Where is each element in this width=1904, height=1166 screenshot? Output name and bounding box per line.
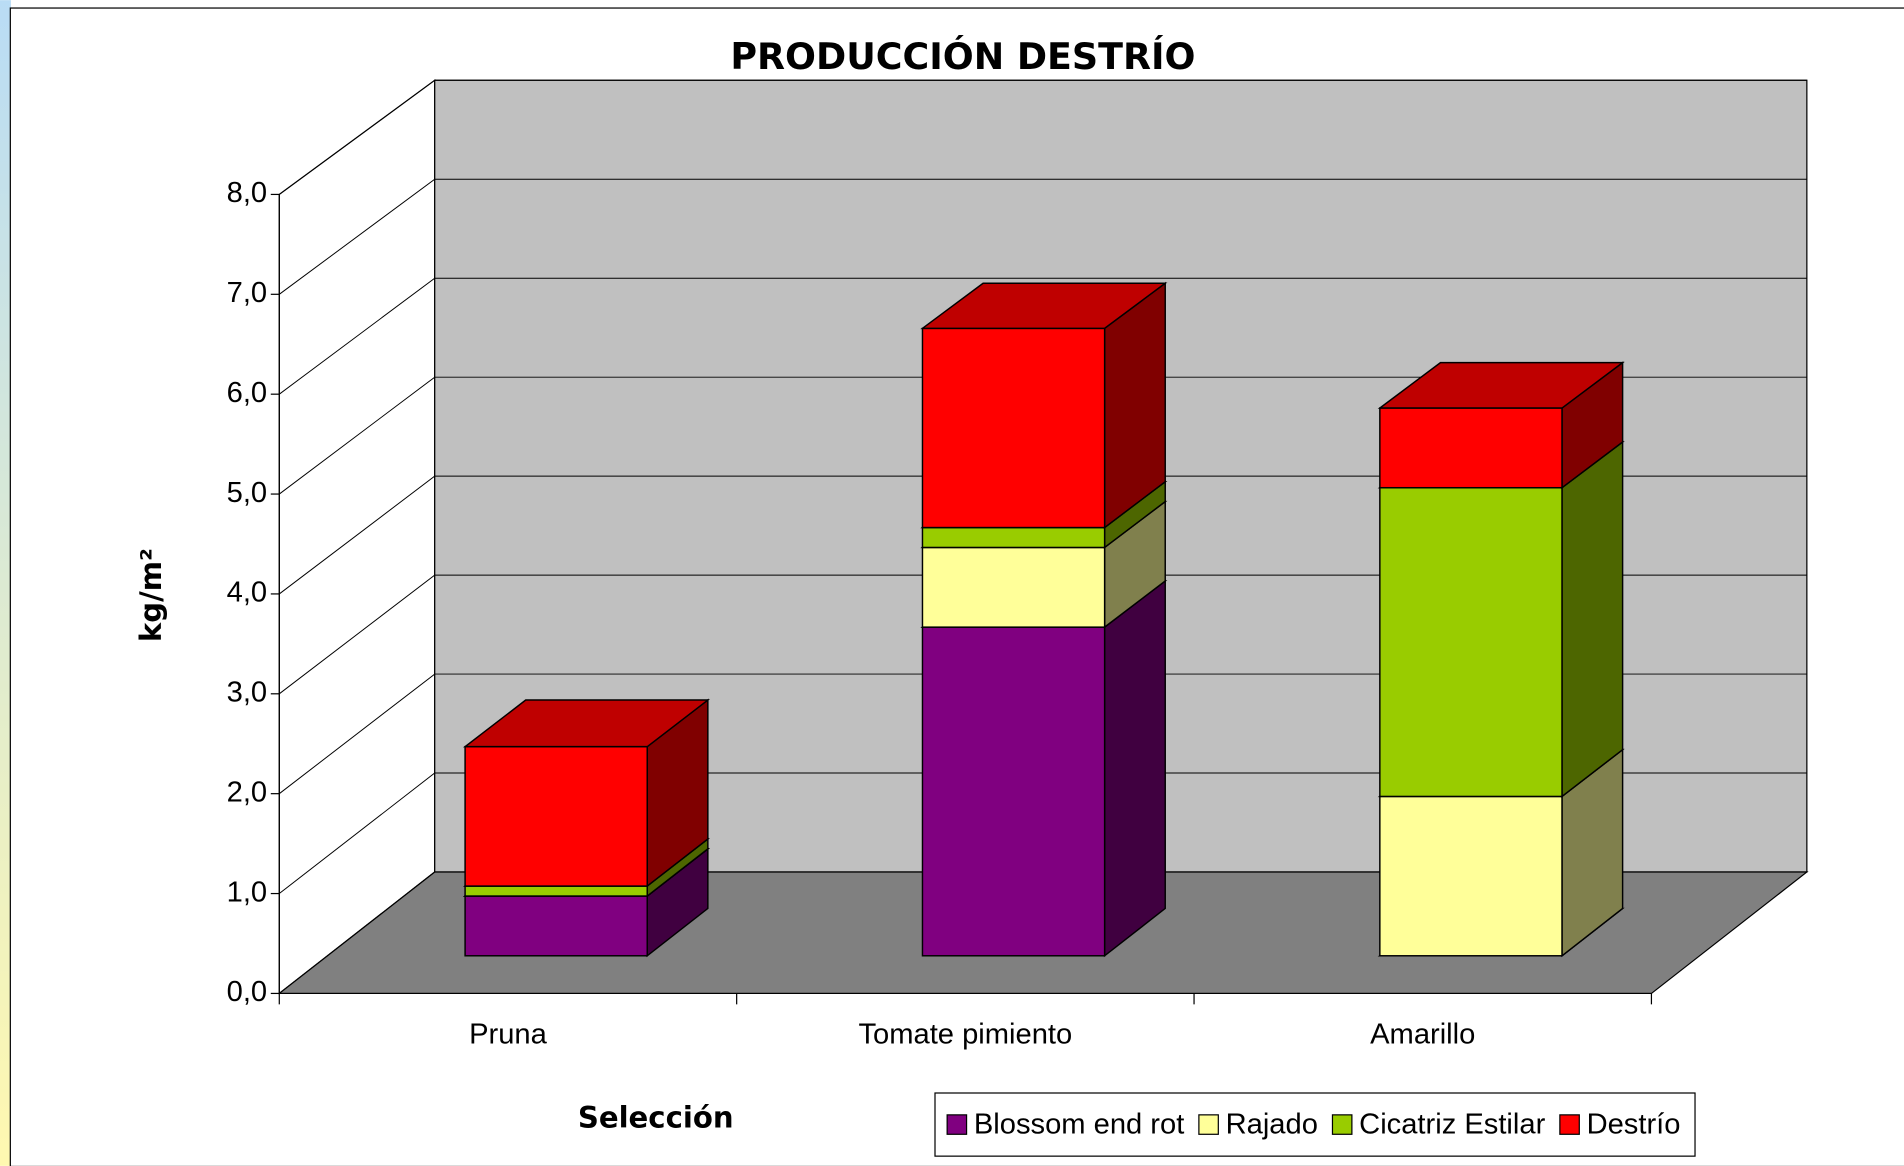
bar-top (462, 699, 710, 748)
y-tick-label: 2,0 (227, 776, 267, 808)
y-tick-label: 1,0 (227, 876, 267, 908)
x-tick-label: Pruna (469, 1019, 548, 1051)
bar-top (1377, 361, 1625, 409)
bar (1379, 486, 1563, 798)
bar-segment (1377, 361, 1625, 490)
grid-line (278, 574, 1807, 695)
bar-top (920, 282, 1168, 330)
grid-line (278, 277, 1807, 395)
left-wall (278, 79, 436, 995)
bar-segment (462, 698, 710, 888)
bar (921, 526, 1106, 549)
bar (921, 546, 1106, 628)
bar-segment (1377, 440, 1625, 798)
legend-label: Destrío (1587, 1108, 1681, 1140)
bar-segment (920, 281, 1168, 530)
y-tick-label: 5,0 (227, 477, 267, 509)
grid-line (278, 772, 1807, 894)
grid-line (278, 79, 1807, 195)
x-axis-title: Selección (578, 1101, 734, 1135)
bar-segment (920, 579, 1168, 958)
legend-swatch (946, 1114, 968, 1135)
side-strip (0, 0, 11, 1166)
legend-swatch (1331, 1114, 1353, 1135)
x-tick-label: Amarillo (1370, 1019, 1475, 1051)
bar (464, 895, 648, 957)
y-tick-label: 6,0 (227, 377, 267, 409)
legend: Blossom end rot Rajado Cicatriz Estilar Des… (934, 1092, 1696, 1157)
bar (464, 745, 648, 887)
grid-line (278, 178, 1807, 295)
legend-swatch (1198, 1114, 1219, 1135)
bar (921, 626, 1106, 957)
bar (1379, 407, 1563, 489)
legend-label: Cicatriz Estilar (1359, 1108, 1545, 1140)
legend-swatch (1559, 1114, 1580, 1135)
y-tick-label: 0,0 (227, 976, 267, 1008)
bar-side (1561, 440, 1624, 798)
grid-line (278, 376, 1807, 495)
y-tick-label: 4,0 (227, 577, 267, 609)
y-axis-title: kg/m² (134, 548, 168, 642)
bar-side (1103, 579, 1166, 958)
y-tick-label: 7,0 (227, 277, 267, 309)
legend-label: Rajado (1226, 1108, 1318, 1140)
grid-line (278, 475, 1807, 595)
x-tick-label: Tomate pimiento (859, 1019, 1073, 1051)
grid-line (278, 673, 1807, 795)
y-tick-label: 8,0 (227, 177, 267, 209)
chart-title: PRODUCCIÓN DESTRÍO (730, 34, 1195, 78)
legend-label: Blossom end rot (974, 1108, 1184, 1140)
bar (921, 327, 1106, 529)
y-tick-label: 3,0 (227, 677, 267, 709)
bar (1379, 795, 1563, 957)
grid-line (278, 871, 1807, 994)
bar (464, 885, 648, 897)
